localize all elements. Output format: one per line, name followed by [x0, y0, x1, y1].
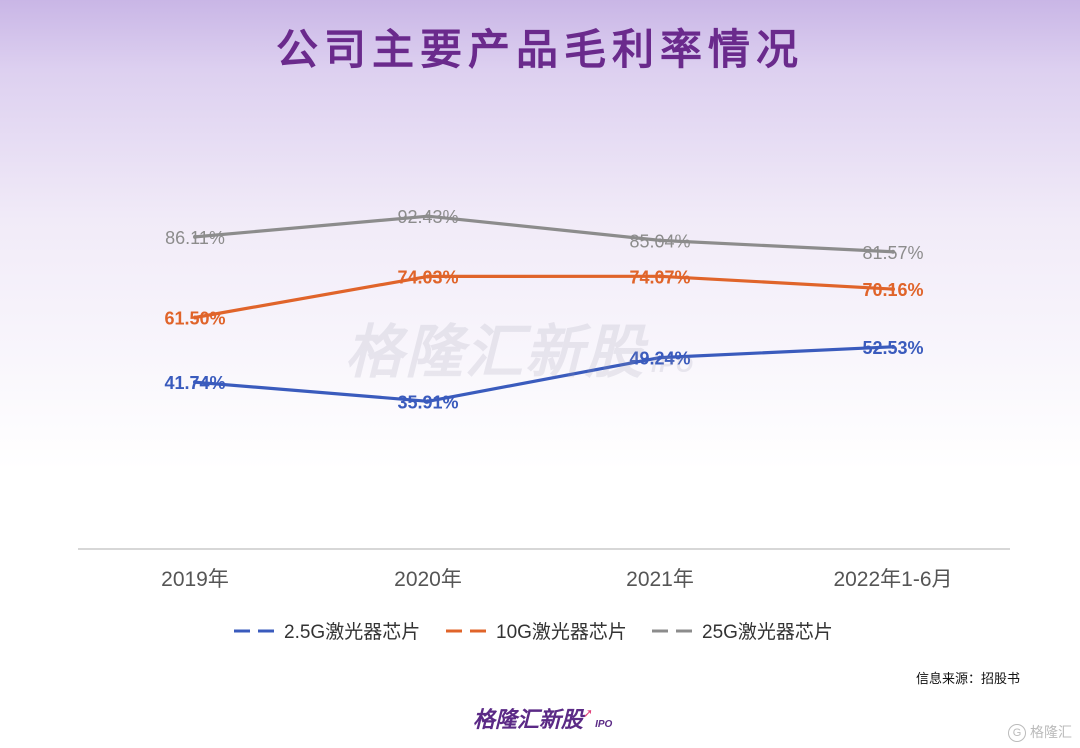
watermark-sub: IPO — [651, 352, 695, 377]
corner-logo-text: 格隆汇 — [1030, 724, 1072, 740]
watermark-text: 格隆汇新股 — [345, 320, 646, 385]
data-label: 81.57% — [862, 243, 923, 263]
data-point — [426, 399, 430, 404]
legend-label: 2.5G激光器芯片 — [284, 621, 420, 643]
data-label: 61.50% — [164, 308, 225, 328]
data-label: 52.53% — [862, 338, 923, 358]
source-note: 信息来源：招股书 — [915, 671, 1020, 686]
data-point — [193, 315, 197, 320]
series-line — [193, 345, 895, 403]
data-label: 92.43% — [397, 207, 458, 227]
x-tick-label: 2020年 — [394, 568, 462, 591]
x-tick-label: 2021年 — [626, 568, 694, 591]
data-label: 86.11% — [165, 228, 225, 248]
corner-g-icon: G — [1008, 724, 1026, 743]
data-label: 74.07% — [629, 267, 690, 287]
data-point — [426, 214, 430, 219]
series-line — [193, 214, 895, 254]
watermark: 格隆汇新股 IPO — [345, 305, 695, 389]
data-point — [658, 238, 662, 243]
data-label: 74.03% — [397, 267, 458, 287]
data-point — [426, 274, 430, 279]
data-label: 85.04% — [629, 231, 690, 251]
corner-logo: G 格隆汇 — [1008, 722, 1072, 743]
legend-label: 25G激光器芯片 — [702, 621, 833, 643]
data-point — [193, 380, 197, 385]
data-point — [891, 344, 895, 349]
data-point — [193, 234, 197, 239]
brand-text: 格隆汇新股 — [473, 707, 584, 732]
data-label: 35.91% — [397, 392, 458, 412]
x-tick-label: 2022年1-6月 — [833, 568, 952, 591]
series-line — [193, 274, 895, 320]
data-point — [891, 287, 895, 292]
data-label: 41.74% — [164, 373, 225, 393]
brand-arrow-icon: ➚ — [583, 706, 594, 720]
data-point — [891, 249, 895, 254]
brand-sub: IPO — [595, 719, 613, 730]
legend-label: 10G激光器芯片 — [496, 621, 627, 643]
chart-title: 公司主要产品毛利率情况 — [275, 26, 804, 73]
data-point — [658, 274, 662, 279]
data-label: 70.16% — [862, 280, 923, 300]
data-label: 49.24% — [629, 349, 690, 369]
brand-logo: 格隆汇新股➚IPO — [473, 702, 612, 734]
data-point — [658, 355, 662, 360]
x-tick-label: 2019年 — [161, 568, 229, 591]
